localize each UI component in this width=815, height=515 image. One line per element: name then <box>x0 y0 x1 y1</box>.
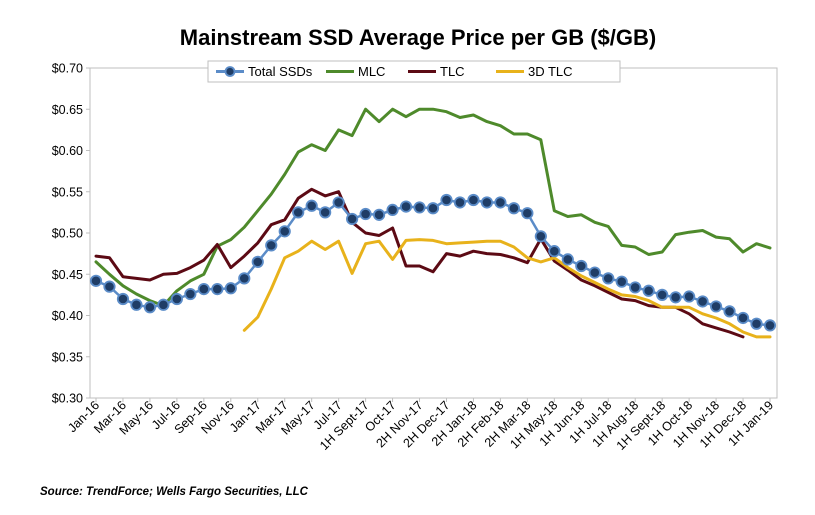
data-point <box>615 275 628 288</box>
data-point <box>642 284 655 297</box>
series-mlc <box>94 107 772 308</box>
data-point <box>507 202 520 215</box>
y-tick-label: $0.55 <box>52 185 83 199</box>
data-point <box>683 290 696 303</box>
data-point <box>278 225 291 238</box>
legend-item: Total SSDs <box>216 64 313 79</box>
data-point <box>440 193 453 207</box>
data-point <box>170 292 183 306</box>
legend-label: TLC <box>440 64 465 79</box>
y-tick-label: $0.70 <box>52 62 83 76</box>
data-point <box>709 300 723 313</box>
data-point <box>629 281 642 294</box>
data-point <box>534 230 547 243</box>
data-point <box>453 196 467 209</box>
data-point <box>130 298 143 311</box>
series-line <box>94 107 772 308</box>
data-point <box>399 200 413 213</box>
y-tick-label: $0.65 <box>52 103 83 117</box>
data-point <box>251 255 264 268</box>
data-point <box>292 206 305 219</box>
legend-label: 3D TLC <box>528 64 573 79</box>
series-tlc <box>94 187 745 339</box>
legend-label: Total SSDs <box>248 64 313 79</box>
data-point <box>669 291 682 304</box>
plot-area <box>89 67 778 399</box>
data-point <box>696 295 709 308</box>
series-layer <box>89 107 777 339</box>
data-point <box>305 199 318 212</box>
legend-label: MLC <box>358 64 385 79</box>
data-point <box>723 305 736 318</box>
source-note: Source: TrendForce; Wells Fargo Securiti… <box>40 486 309 498</box>
data-point <box>103 280 116 293</box>
data-point <box>588 266 601 279</box>
data-point <box>184 287 197 301</box>
y-tick-label: $0.45 <box>52 268 83 282</box>
data-point <box>736 311 750 325</box>
y-tick-label: $0.35 <box>52 350 83 364</box>
data-point <box>224 282 237 295</box>
data-point <box>386 203 399 216</box>
data-point <box>561 253 574 266</box>
data-point <box>143 301 157 314</box>
data-point <box>265 239 278 252</box>
y-tick-label: $0.50 <box>52 227 83 241</box>
chart-title: Mainstream SSD Average Price per GB ($/G… <box>180 25 656 50</box>
data-point <box>426 202 440 215</box>
series-line <box>242 238 772 339</box>
data-point <box>319 206 332 219</box>
data-point <box>211 282 224 296</box>
data-point <box>602 272 615 285</box>
data-point <box>521 207 534 220</box>
data-point <box>413 201 426 214</box>
data-point <box>157 298 170 311</box>
data-point <box>575 259 588 273</box>
data-point <box>238 272 251 285</box>
legend-item: MLC <box>326 64 385 79</box>
data-point <box>346 212 359 226</box>
legend-item: TLC <box>408 64 465 79</box>
legend-marker <box>224 66 236 77</box>
series-total-ssds <box>89 193 777 332</box>
data-point <box>480 196 494 209</box>
data-point <box>197 282 210 296</box>
y-tick-label: $0.60 <box>52 144 83 158</box>
data-point <box>359 207 372 221</box>
data-point <box>116 292 130 306</box>
x-axis: Jan-16Mar-16May-16Jul-16Sep-16Nov-16Jan-… <box>65 398 776 453</box>
data-point <box>763 319 777 332</box>
data-point <box>467 193 480 207</box>
data-point <box>89 274 103 287</box>
y-axis: $0.30 $0.35 $0.40 $0.45 $0.50 $0.55 $0.60 $0.65… <box>52 62 90 406</box>
series-line <box>94 187 745 339</box>
legend: Total SSDs MLC TLC 3D TLC <box>207 60 621 83</box>
data-point <box>494 196 507 209</box>
y-tick-label: $0.30 <box>52 392 83 406</box>
y-tick-label: $0.40 <box>52 309 83 323</box>
legend-item: 3D TLC <box>496 64 573 79</box>
data-point <box>332 196 345 209</box>
data-point <box>750 317 763 330</box>
data-point <box>372 208 386 221</box>
series-3d-tlc <box>242 238 772 339</box>
data-point <box>548 245 561 258</box>
data-point <box>656 288 669 301</box>
